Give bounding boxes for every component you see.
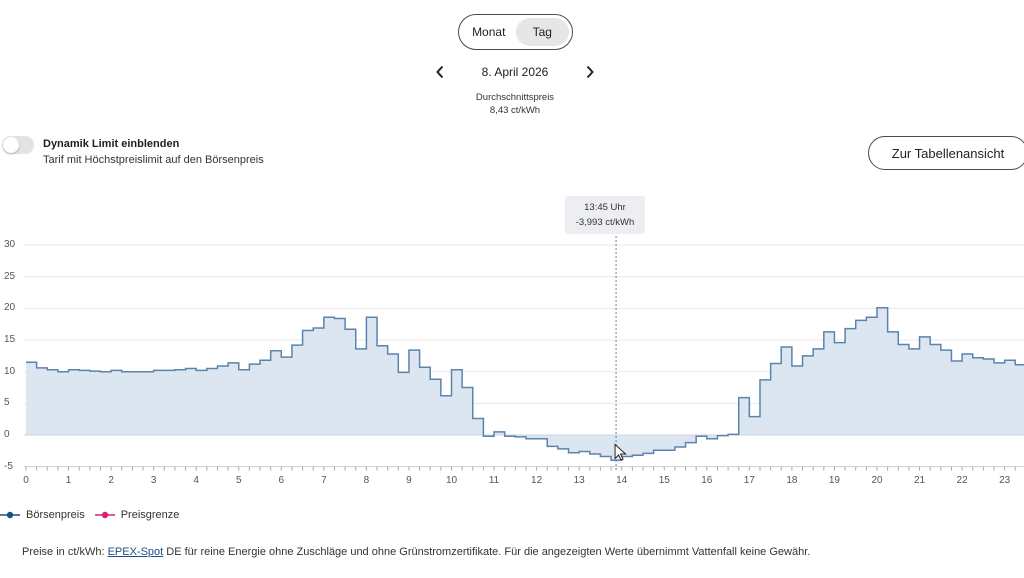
y-tick-label: 20 (4, 302, 16, 314)
x-tick-label: 9 (406, 474, 412, 486)
x-tick-label: 8 (363, 474, 370, 486)
dynamic-limit-toggle[interactable] (2, 136, 34, 154)
x-tick-label: 21 (913, 474, 926, 486)
average-price-value: 8,43 ct/kWh (489, 105, 541, 116)
legend-marker-icon (94, 511, 115, 519)
dynamic-limit-title: Dynamik Limit einblenden (43, 138, 180, 150)
average-price: Durchschnittspreis 8,43 ct/kWh (430, 91, 600, 117)
footnote-suffix: DE für reine Energie ohne Zuschläge und … (163, 546, 811, 558)
x-tick-label: 0 (23, 474, 29, 486)
chevron-right-icon[interactable] (580, 60, 600, 84)
view-option-day[interactable]: Tag (515, 18, 569, 46)
x-tick-label: 7 (321, 474, 327, 486)
dynamic-limit-subtitle: Tarif mit Höchstpreislimit auf den Börse… (43, 154, 264, 166)
view-toggle: Monat Tag (458, 14, 573, 50)
chart-tooltip: 13:45 Uhr -3,993 ct/kWh (565, 196, 645, 234)
legend-item-boersenpreis[interactable]: Börsenpreis (0, 509, 85, 521)
date-navigation: 8. April 2026 (430, 60, 600, 84)
chevron-left-icon[interactable] (430, 60, 450, 84)
tooltip-time: 13:45 Uhr (584, 202, 626, 213)
y-tick-label: -5 (4, 460, 13, 472)
x-tick-label: 19 (828, 474, 840, 486)
epex-spot-link[interactable]: EPEX-Spot (107, 546, 164, 558)
y-tick-label: 5 (4, 397, 10, 409)
x-tick-label: 1 (65, 474, 72, 486)
legend-label: Preisgrenze (120, 509, 180, 521)
chart-legend: Börsenpreis Preisgrenze (0, 509, 189, 521)
x-tick-label: 6 (278, 474, 285, 486)
view-option-month[interactable]: Monat (472, 25, 506, 39)
y-tick-label: 25 (4, 270, 16, 282)
x-tick-label: 23 (999, 474, 1011, 486)
y-tick-label: 15 (4, 334, 16, 346)
x-tick-label: 4 (193, 474, 199, 486)
footnote-prefix: Preise in ct/kWh: (22, 546, 108, 558)
x-tick-label: 13 (573, 474, 585, 486)
legend-label: Börsenpreis (26, 509, 85, 521)
x-tick-label: 2 (108, 474, 114, 486)
tooltip-value: -3,993 ct/kWh (575, 217, 635, 228)
x-tick-label: 5 (235, 474, 242, 486)
footnote: Preise in ct/kWh: EPEX-Spot DE für reine… (22, 546, 810, 558)
price-chart: -5 0 5 10 15 20 25 30 0 1 2 3 4 5 6 7 8 9 10 11 12 13 14 15 16 1… (0, 190, 1024, 490)
x-tick-label: 17 (743, 474, 755, 486)
legend-marker-icon (0, 511, 20, 519)
y-tick-label: 0 (4, 429, 10, 440)
chart-plot-area[interactable] (0, 190, 1024, 490)
y-tick-label: 30 (4, 239, 16, 251)
legend-item-preisgrenze[interactable]: Preisgrenze (94, 509, 180, 521)
x-tick-label: 14 (616, 474, 628, 486)
x-tick-label: 10 (445, 474, 458, 486)
toggle-knob (3, 137, 19, 153)
x-tick-label: 3 (150, 474, 157, 486)
table-view-button[interactable]: Zur Tabellenansicht (868, 136, 1024, 170)
x-tick-label: 16 (701, 474, 713, 486)
x-tick-label: 20 (871, 474, 883, 486)
current-date: 8. April 2026 (481, 65, 549, 79)
mouse-cursor-icon (614, 443, 627, 461)
x-tick-label: 18 (786, 474, 798, 486)
y-tick-label: 10 (4, 365, 16, 377)
x-tick-label: 12 (531, 474, 543, 486)
x-tick-label: 22 (956, 474, 968, 486)
average-price-label: Durchschnittspreis (475, 92, 555, 103)
x-tick-label: 11 (488, 474, 500, 486)
x-tick-label: 15 (658, 474, 670, 486)
